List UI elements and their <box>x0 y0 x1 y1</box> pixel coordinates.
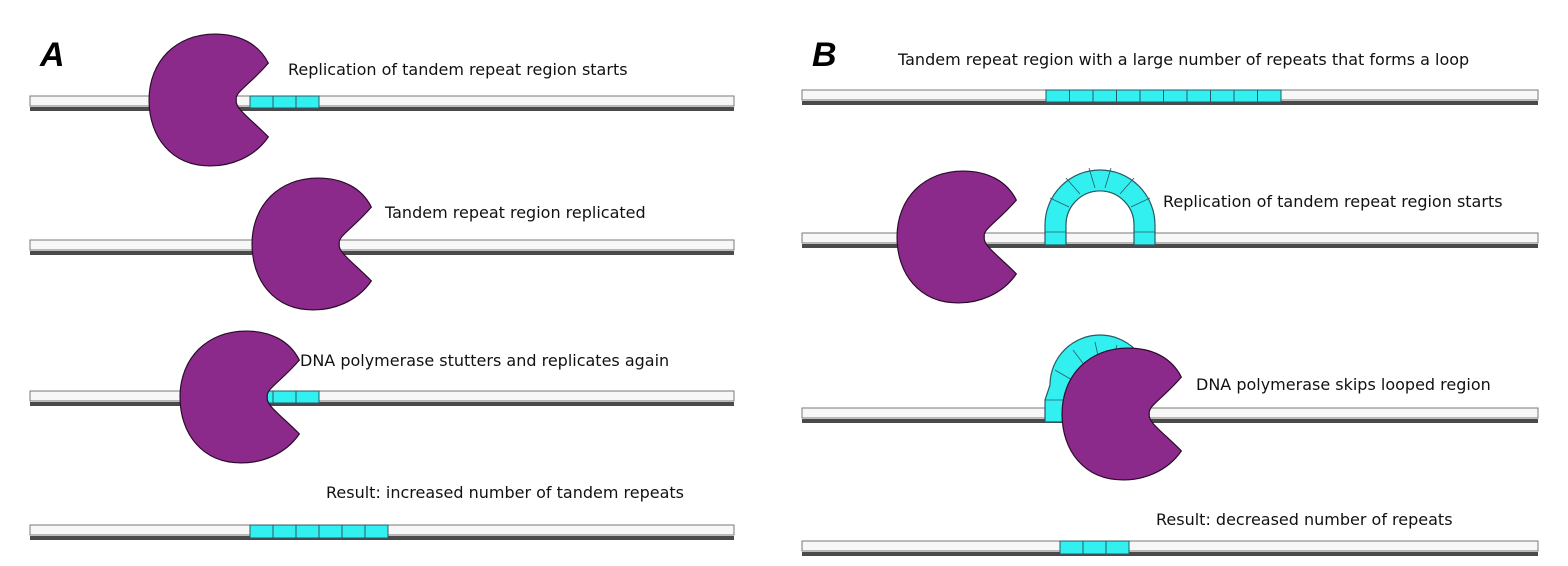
panel-a-caption-4: Result: increased number of tandem repea… <box>326 483 684 502</box>
tandem-repeats <box>1045 89 1282 103</box>
dna-strand-bottom <box>30 251 734 255</box>
dna-strand-top <box>801 540 1539 552</box>
panel-a-row-3: DNA polymerase stutters and replicates a… <box>29 330 735 464</box>
dna-strand-top <box>29 390 735 402</box>
repeat-unit <box>249 95 274 109</box>
panel-b-caption-4: Result: decreased number of repeats <box>1156 510 1453 529</box>
panel-a-caption-1: Replication of tandem repeat region star… <box>288 60 628 79</box>
dna-strand-top <box>29 239 735 251</box>
repeat-unit <box>1059 540 1084 555</box>
repeat-unit <box>295 524 320 539</box>
tandem-repeats <box>1059 540 1130 555</box>
dna-strand-bottom <box>802 419 1538 423</box>
panel-a-caption-2: Tandem repeat region replicated <box>384 203 646 222</box>
repeat-unit <box>272 390 297 404</box>
repeat-unit <box>1092 89 1117 103</box>
repeat-unit <box>1116 89 1141 103</box>
dna-strand-bottom <box>802 101 1538 105</box>
repeat-unit <box>1045 89 1070 103</box>
dna-strand-bottom <box>30 402 734 406</box>
panel-a-row-4: Result: increased number of tandem repea… <box>29 483 735 540</box>
dna-strand-bottom <box>802 244 1538 248</box>
dna-strand-bottom <box>802 552 1538 556</box>
panel-a: A Replication of tandem repeat region st… <box>29 33 735 540</box>
panel-b-letter: B <box>812 36 837 74</box>
tandem-repeats <box>249 524 389 539</box>
repeat-unit <box>1082 540 1107 555</box>
panel-a-letter: A <box>39 36 65 74</box>
repeat-unit <box>295 95 320 109</box>
panel-b-caption-1: Tandem repeat region with a large number… <box>897 50 1469 69</box>
panel-b-caption-2: Replication of tandem repeat region star… <box>1163 192 1503 211</box>
dna-strand-top <box>801 407 1539 419</box>
panel-b-caption-3: DNA polymerase skips looped region <box>1196 375 1491 394</box>
repeat-unit <box>1257 89 1282 103</box>
repeat-unit <box>249 524 274 539</box>
repeat-unit <box>341 524 366 539</box>
repeat-unit <box>1233 89 1258 103</box>
tandem-repeats <box>249 95 320 109</box>
panel-b-row-2: Replication of tandem repeat region star… <box>801 167 1539 304</box>
repeat-unit <box>1069 89 1094 103</box>
panel-a-row-1: Replication of tandem repeat region star… <box>29 33 735 167</box>
repeat-unit <box>318 524 343 539</box>
repeat-unit <box>1210 89 1235 103</box>
dna-strand-top <box>801 232 1539 244</box>
panel-b-row-4: Result: decreased number of repeats <box>801 510 1539 556</box>
repeat-unit <box>295 390 320 404</box>
repeat-unit <box>272 524 297 539</box>
panel-b-row-1: Tandem repeat region with a large number… <box>801 50 1539 105</box>
dna-strand-bottom <box>30 107 734 111</box>
repeat-unit <box>1186 89 1211 103</box>
repeat-unit <box>1105 540 1130 555</box>
repeat-loop <box>1044 167 1156 272</box>
repeat-unit <box>272 95 297 109</box>
panel-b: B Tandem repeat region with a large numb… <box>801 36 1539 556</box>
dna-strand-top <box>29 95 735 107</box>
panel-a-caption-3: DNA polymerase stutters and replicates a… <box>300 351 669 370</box>
panel-b-row-3: DNA polymerase skips looped region <box>801 334 1539 481</box>
repeat-unit <box>1163 89 1188 103</box>
panel-a-row-2: Tandem repeat region replicated <box>29 177 735 311</box>
repeat-unit <box>1139 89 1164 103</box>
repeat-unit <box>364 524 389 539</box>
